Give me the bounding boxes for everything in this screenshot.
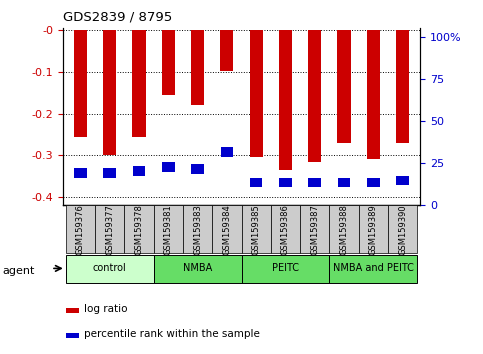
Bar xyxy=(250,178,262,187)
Bar xyxy=(162,30,175,95)
Text: GSM159385: GSM159385 xyxy=(252,204,261,255)
Bar xyxy=(338,30,351,143)
Bar xyxy=(191,164,204,174)
Text: GSM159387: GSM159387 xyxy=(310,204,319,255)
Bar xyxy=(220,30,233,71)
FancyBboxPatch shape xyxy=(329,255,417,283)
Text: GSM159378: GSM159378 xyxy=(134,204,143,255)
Bar xyxy=(397,176,409,185)
Bar xyxy=(132,30,145,137)
Bar xyxy=(367,178,380,187)
Text: GDS2839 / 8795: GDS2839 / 8795 xyxy=(63,10,172,23)
Bar xyxy=(279,178,292,187)
FancyBboxPatch shape xyxy=(154,205,183,253)
FancyBboxPatch shape xyxy=(388,205,417,253)
FancyBboxPatch shape xyxy=(300,205,329,253)
Text: NMBA: NMBA xyxy=(183,263,212,273)
Text: NMBA and PEITC: NMBA and PEITC xyxy=(333,263,414,273)
Bar xyxy=(308,30,321,161)
Text: PEITC: PEITC xyxy=(272,263,299,273)
Text: GSM159388: GSM159388 xyxy=(340,204,349,255)
FancyBboxPatch shape xyxy=(124,205,154,253)
FancyBboxPatch shape xyxy=(154,255,242,283)
Bar xyxy=(162,161,174,172)
FancyBboxPatch shape xyxy=(66,205,95,253)
Bar xyxy=(221,147,233,158)
Bar xyxy=(396,30,409,143)
Bar xyxy=(74,30,87,137)
FancyBboxPatch shape xyxy=(329,205,359,253)
Text: GSM159377: GSM159377 xyxy=(105,204,114,255)
Bar xyxy=(74,168,86,178)
Text: GSM159383: GSM159383 xyxy=(193,204,202,255)
Bar xyxy=(250,30,263,158)
FancyBboxPatch shape xyxy=(183,205,212,253)
Bar xyxy=(338,178,350,187)
FancyBboxPatch shape xyxy=(271,205,300,253)
Text: GSM159376: GSM159376 xyxy=(76,204,85,255)
Text: control: control xyxy=(93,263,127,273)
Bar xyxy=(103,30,116,155)
Bar xyxy=(367,30,380,159)
Bar xyxy=(309,178,321,187)
FancyBboxPatch shape xyxy=(212,205,242,253)
Text: GSM159390: GSM159390 xyxy=(398,204,407,255)
Text: GSM159386: GSM159386 xyxy=(281,204,290,255)
FancyBboxPatch shape xyxy=(66,255,154,283)
Text: log ratio: log ratio xyxy=(84,304,128,314)
FancyBboxPatch shape xyxy=(242,255,329,283)
Bar xyxy=(191,30,204,104)
Text: agent: agent xyxy=(2,266,35,276)
Bar xyxy=(66,333,79,337)
Text: GSM159384: GSM159384 xyxy=(222,204,231,255)
Text: percentile rank within the sample: percentile rank within the sample xyxy=(84,329,260,338)
Bar xyxy=(103,168,116,178)
FancyBboxPatch shape xyxy=(359,205,388,253)
FancyBboxPatch shape xyxy=(95,205,124,253)
Bar xyxy=(279,30,292,170)
Text: GSM159389: GSM159389 xyxy=(369,204,378,255)
Text: GSM159381: GSM159381 xyxy=(164,204,173,255)
Bar xyxy=(66,308,79,313)
FancyBboxPatch shape xyxy=(242,205,271,253)
Bar xyxy=(133,166,145,176)
